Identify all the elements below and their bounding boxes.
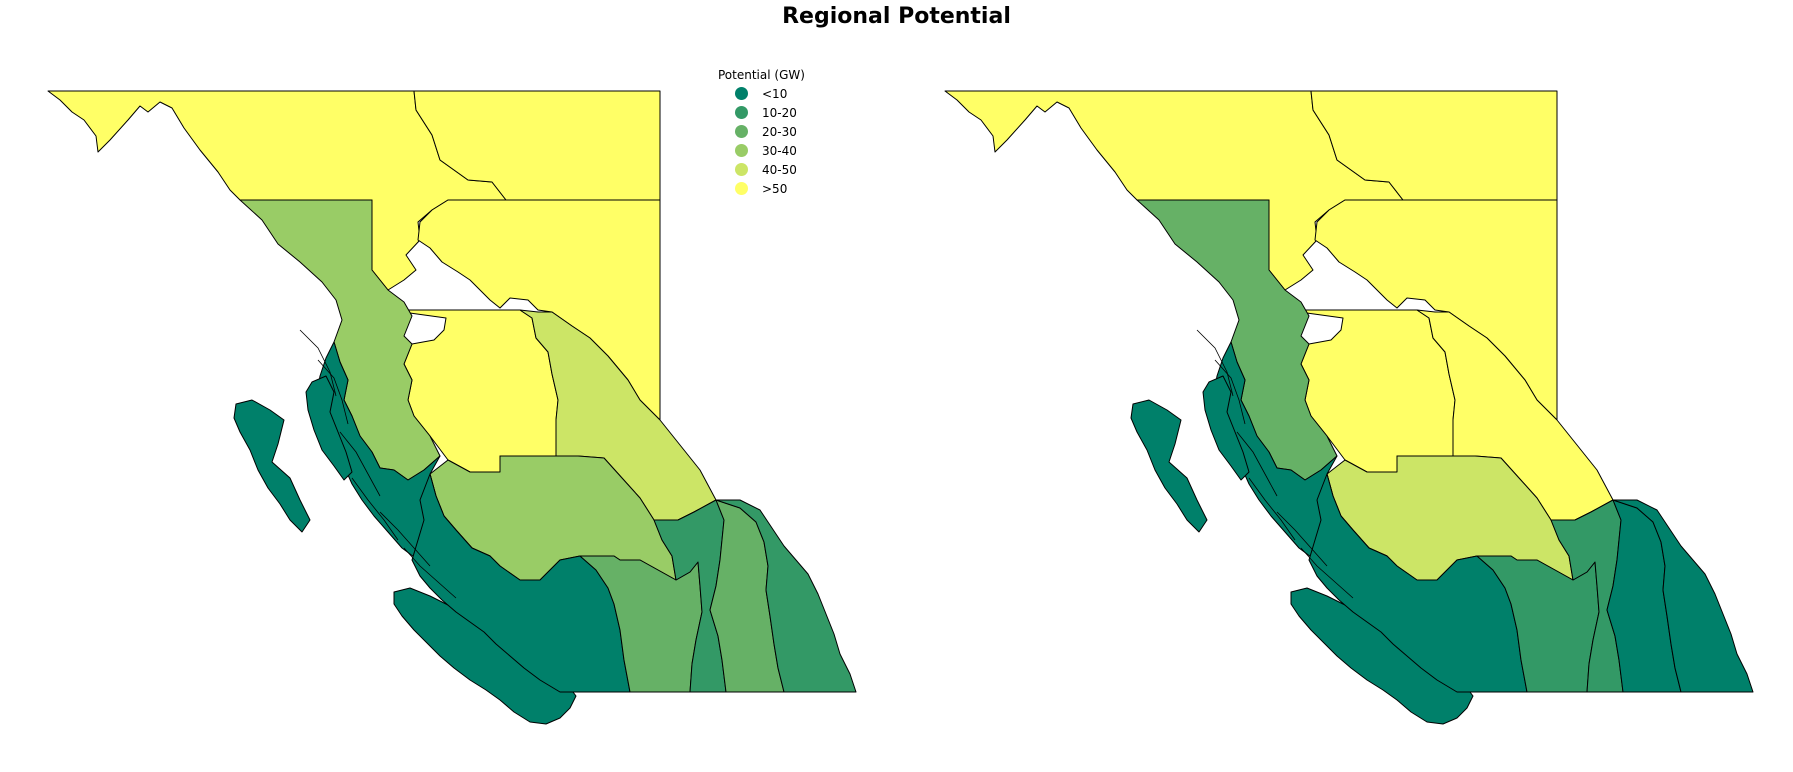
legend-label: 30-40 xyxy=(762,143,797,158)
legend-item: >50 xyxy=(718,179,805,198)
legend-item: 30-40 xyxy=(718,141,805,160)
coastline-inlet xyxy=(1214,359,1246,425)
legend-item: 10-20 xyxy=(718,103,805,122)
legend-swatch xyxy=(735,125,748,138)
coastline-inlet xyxy=(1300,547,1354,599)
coastline-inlet xyxy=(299,329,337,397)
coastline-inlet xyxy=(1196,329,1234,397)
region-north-central xyxy=(413,90,661,201)
legend-swatch xyxy=(735,144,748,157)
legend-title: Potential (GW) xyxy=(718,68,805,82)
region-south-coast xyxy=(411,473,631,693)
region-kootenay-east xyxy=(1612,499,1754,693)
legend-label: >50 xyxy=(762,181,788,196)
page-title: Regional Potential xyxy=(782,4,1011,29)
region-south-coast xyxy=(1308,473,1528,693)
legend-swatch xyxy=(735,87,748,100)
legend-label: 10-20 xyxy=(762,105,797,120)
legend-item: <10 xyxy=(718,84,805,103)
coastline-inlet xyxy=(1248,477,1296,541)
coastline-inlet xyxy=(317,359,349,425)
region-kootenay-east xyxy=(715,499,857,693)
legend-item: 40-50 xyxy=(718,160,805,179)
legend-label: 20-30 xyxy=(762,124,797,139)
region-north-central xyxy=(1310,90,1558,201)
legend: Potential (GW) <10 10-20 20-30 30-40 40-50 >5… xyxy=(718,68,805,198)
legend-label: <10 xyxy=(762,86,788,101)
coastline-inlet xyxy=(1236,431,1278,497)
legend-label: 40-50 xyxy=(762,162,797,177)
coastline-inlet xyxy=(351,477,399,541)
regional-map-left xyxy=(47,90,857,725)
coastline-inlet xyxy=(403,547,457,599)
coastline-inlet xyxy=(1276,511,1328,567)
legend-swatch xyxy=(735,182,748,195)
legend-swatch xyxy=(735,163,748,176)
coastline-inlet xyxy=(339,431,381,497)
coastline-inlet xyxy=(379,511,431,567)
legend-item: 20-30 xyxy=(718,122,805,141)
legend-swatch xyxy=(735,106,748,119)
regional-map-right xyxy=(944,90,1754,725)
